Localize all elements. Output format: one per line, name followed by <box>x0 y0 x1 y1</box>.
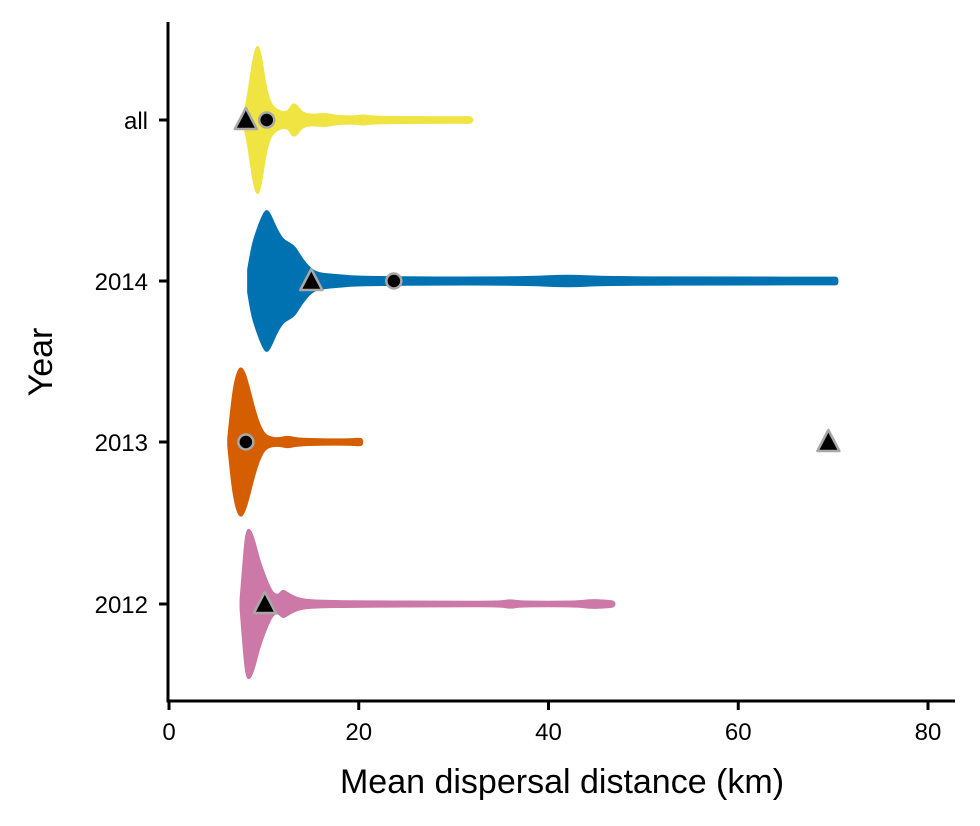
y-axis-ticks: 2012 2013 2014 all <box>95 108 168 619</box>
x-tick-label: 60 <box>725 719 752 746</box>
triangle-marker-2013 <box>816 428 841 453</box>
y-tick-label: 2013 <box>95 430 148 457</box>
circle-marker-2014 <box>385 272 403 290</box>
violin-2014 <box>247 210 839 352</box>
x-tick-label: 20 <box>345 719 372 746</box>
circle-marker-2013 <box>237 433 255 451</box>
y-tick-label: 2014 <box>95 269 148 296</box>
y-tick-label: all <box>124 108 148 135</box>
y-axis-title: Year <box>22 328 60 397</box>
triangle-marker-2012 <box>252 590 278 615</box>
plot-area <box>227 45 841 680</box>
x-tick-label: 40 <box>535 719 562 746</box>
x-axis-title: Mean dispersal distance (km) <box>340 763 784 801</box>
triangle-marker-all <box>233 106 259 131</box>
violin-2012 <box>239 528 616 680</box>
y-tick-label: 2012 <box>95 592 148 619</box>
violin-2013 <box>227 367 364 517</box>
x-tick-label: 0 <box>162 719 175 746</box>
x-axis-ticks: 0 20 40 60 80 <box>162 701 941 746</box>
circle-marker-all <box>257 111 276 129</box>
triangle-marker-2014 <box>299 267 324 292</box>
x-tick-label: 80 <box>915 719 942 746</box>
violin-all <box>242 45 474 195</box>
